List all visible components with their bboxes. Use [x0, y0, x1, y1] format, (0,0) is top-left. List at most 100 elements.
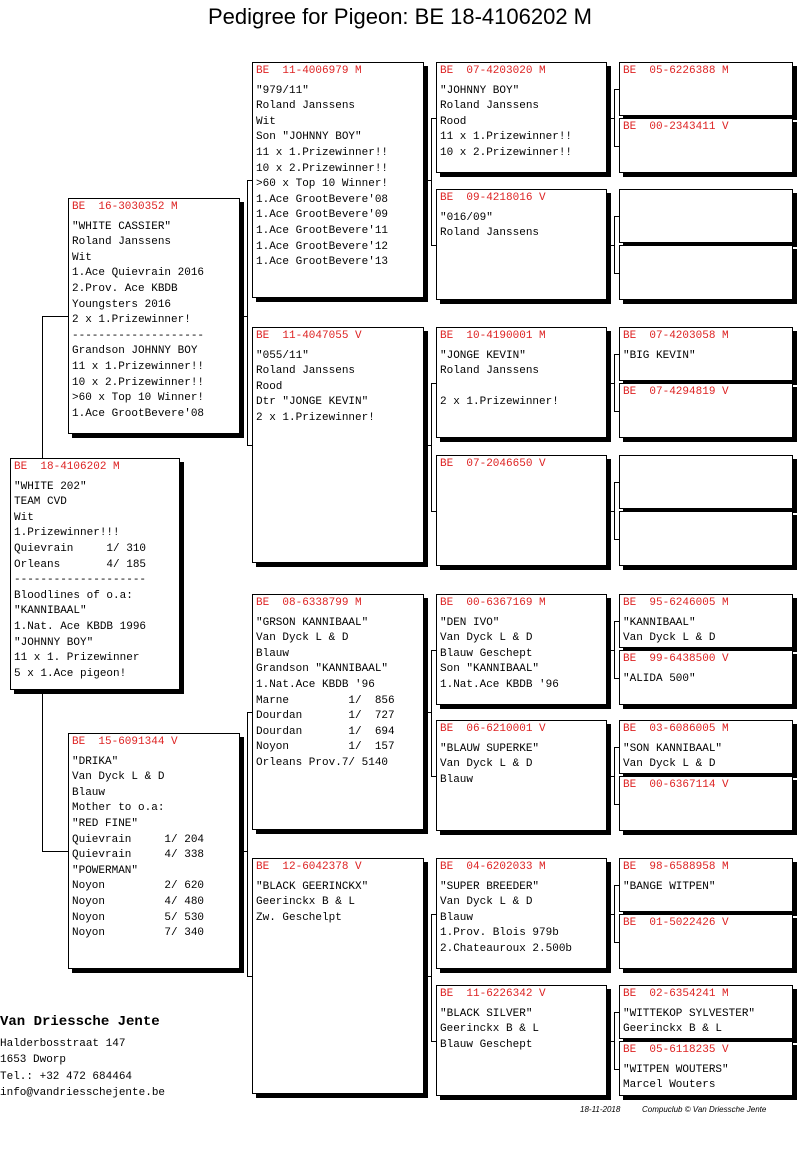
info-line: Blauw	[72, 786, 106, 799]
connector	[431, 775, 436, 777]
great-grandparent-card: BE 09-4218016 V "016/09" Roland Janssens	[436, 189, 607, 300]
info-line: Blauw Geschept	[440, 1038, 533, 1051]
info-line: Noyon 1/ 157	[256, 741, 395, 754]
ring-number: BE 10-4190001 M	[440, 330, 546, 342]
footer-date: 18-11-2018	[580, 1105, 621, 1114]
info-line: Van Dyck L & D	[623, 632, 716, 645]
info-line: "KANNIBAAL"	[623, 616, 696, 629]
connector	[42, 316, 68, 317]
info-line: "BLAUW SUPERKE"	[440, 742, 540, 755]
owner-line: 1653 Dworp	[0, 1054, 67, 1067]
info-line: Roland Janssens	[72, 236, 172, 249]
ring-number: BE 09-4218016 V	[440, 192, 546, 204]
info-line: Roland Janssens	[440, 365, 540, 378]
info-line: Roland Janssens	[440, 100, 540, 113]
info-line: Noyon 7/ 340	[72, 927, 205, 940]
connector	[431, 382, 432, 512]
ring-number: BE 98-6588958 M	[623, 861, 729, 873]
ancestor-card	[619, 245, 793, 300]
info-line: 11 x 1. Prizewinner	[14, 652, 140, 665]
connector	[614, 1012, 615, 1070]
connector	[614, 885, 619, 886]
ring-number: BE 07-2046650 V	[440, 458, 546, 470]
ancestor-card: BE 03-6086005 M "SON KANNIBAAL" Van Dyck L…	[619, 720, 793, 774]
ring-number: BE 00-6367169 M	[440, 597, 546, 609]
ancestor-card: BE 95-6246005 M "KANNIBAAL" Van Dyck L & D	[619, 594, 793, 648]
connector	[424, 180, 431, 181]
ring-number: BE 00-6367114 V	[623, 779, 729, 791]
connector	[614, 677, 619, 679]
info-line: 1.Ace GrootBevere'09	[256, 209, 389, 222]
info-line: Grandson JOHNNY BOY	[72, 345, 198, 358]
info-line: 11 x 1.Prizewinner!!	[72, 360, 205, 373]
connector	[431, 913, 436, 915]
great-grandparent-card: BE 06-6210001 V "BLAUW SUPERKE" Van Dyck L…	[436, 720, 607, 831]
info-line: "ALIDA 500"	[623, 672, 696, 685]
info-line: Van Dyck L & D	[440, 758, 533, 771]
info-line: Grandson "KANNIBAAL"	[256, 663, 389, 676]
great-grandparent-card: BE 11-6226342 V "BLACK SILVER" Geerinckx B…	[436, 985, 607, 1096]
connector	[607, 510, 614, 512]
info-line: 11 x 1.Prizewinner!!	[256, 146, 389, 159]
info-line: "016/09"	[440, 211, 493, 224]
connector	[607, 913, 614, 915]
info-line: 2 x 1.Prizewinner!	[440, 396, 559, 409]
info-line: 1.Ace GrootBevere'12	[256, 240, 389, 253]
info-line: "WITTEKOP SYLVESTER"	[623, 1007, 756, 1020]
connector	[431, 510, 436, 512]
sire-card: BE 16-3030352 M "WHITE CASSIER" Roland Jan…	[68, 198, 240, 434]
connector	[614, 89, 619, 90]
info-line: "BLACK SILVER"	[440, 1007, 533, 1020]
connector	[607, 382, 614, 384]
info-line: 1.Prov. Blois 979b	[440, 927, 559, 940]
info-line: Dourdan 1/ 727	[256, 710, 395, 723]
ring-number: BE 11-6226342 V	[440, 988, 546, 1000]
connector	[614, 145, 619, 147]
ring-number: BE 12-6042378 V	[256, 861, 362, 873]
info-line: 2.Chateauroux 2.500b	[440, 942, 573, 955]
info-line: Marne 1/ 856	[256, 694, 395, 707]
ancestor-card: BE 05-6226388 M	[619, 62, 793, 116]
connector	[614, 1012, 619, 1013]
owner-name: Van Driessche Jente	[0, 1014, 160, 1030]
grandparent-card: BE 08-6338799 M "GRSON KANNIBAAL" Van Dyck…	[252, 594, 424, 830]
ring-number: BE 05-6118235 V	[623, 1044, 729, 1056]
info-line: "GRSON KANNIBAAL"	[256, 616, 369, 629]
ring-number: BE 18-4106202 M	[14, 461, 120, 473]
page-title: Pedigree for Pigeon: BE 18-4106202 M	[207, 4, 593, 29]
info-line: "SUPER BREEDER"	[440, 880, 540, 893]
info-line: 1.Prizewinner!!!	[14, 527, 120, 540]
connector	[607, 1040, 614, 1042]
ring-number: BE 07-4294819 V	[623, 386, 729, 398]
info-line: --------------------	[14, 574, 147, 587]
ring-number: BE 15-6091344 V	[72, 736, 178, 748]
ancestor-card: BE 98-6588958 M "BANGE WITPEN"	[619, 858, 793, 912]
grandparent-card: BE 12-6042378 V "BLACK GEERINCKX" Geerinck…	[252, 858, 424, 1094]
info-line: Marcel Wouters	[623, 1079, 716, 1092]
ancestor-card: BE 00-6367114 V	[619, 776, 793, 831]
info-line: Roland Janssens	[440, 227, 540, 240]
info-line: Wit	[256, 115, 276, 128]
ancestor-card: BE 07-4294819 V	[619, 383, 793, 438]
info-line: "SON KANNIBAAL"	[623, 742, 723, 755]
info-line: Orleans Prov.7/ 5140	[256, 756, 389, 769]
info-line: 2 x 1.Prizewinner!	[72, 314, 191, 327]
info-line: Blauw Geschept	[440, 647, 533, 660]
info-line: Geerinckx B & L	[623, 1023, 723, 1036]
connector	[607, 117, 614, 119]
connector	[431, 244, 436, 246]
info-line: Roland Janssens	[256, 365, 356, 378]
connector	[431, 117, 432, 246]
owner-line: Halderbosstraat 147	[0, 1038, 126, 1050]
info-line: "055/11"	[256, 349, 309, 362]
ancestor-card	[619, 455, 793, 509]
info-line: Blauw	[256, 647, 290, 660]
info-line: "WHITE CASSIER"	[72, 220, 172, 233]
info-line: Van Dyck L & D	[72, 771, 165, 784]
connector	[614, 747, 615, 805]
ring-number: BE 04-6202033 M	[440, 861, 546, 873]
connector	[614, 482, 619, 483]
ancestor-card: BE 99-6438500 V "ALIDA 500"	[619, 650, 793, 705]
connector	[607, 244, 614, 246]
connector	[614, 482, 615, 540]
